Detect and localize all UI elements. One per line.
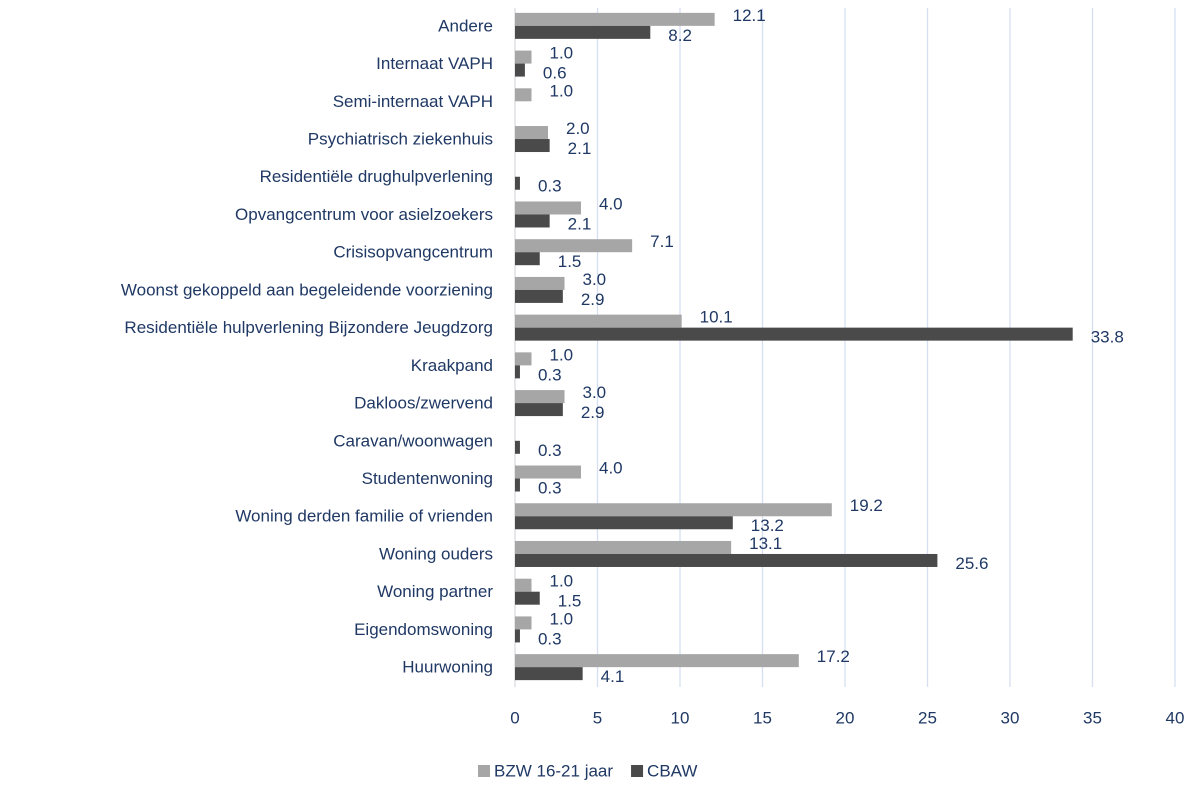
value-label: 3.0 bbox=[583, 383, 607, 402]
y-tick-label: Woning ouders bbox=[379, 544, 493, 563]
y-tick-label: Internaat VAPH bbox=[376, 54, 493, 73]
y-tick-label: Semi-internaat VAPH bbox=[333, 92, 493, 111]
value-label: 1.0 bbox=[550, 609, 574, 628]
x-tick-label: 20 bbox=[836, 708, 855, 727]
bar bbox=[515, 352, 532, 366]
value-label: 2.9 bbox=[581, 403, 605, 422]
y-tick-label: Caravan/woonwagen bbox=[333, 431, 493, 450]
bar bbox=[515, 314, 682, 328]
bar bbox=[515, 390, 565, 404]
value-label: 12.1 bbox=[733, 6, 766, 25]
value-label: 8.2 bbox=[668, 26, 692, 45]
value-label: 0.3 bbox=[538, 629, 562, 648]
legend-label: BZW 16-21 jaar bbox=[494, 761, 613, 780]
bar bbox=[515, 365, 520, 379]
x-tick-label: 35 bbox=[1083, 708, 1102, 727]
bar bbox=[515, 516, 733, 530]
legend-label: CBAW bbox=[647, 761, 697, 780]
y-tick-label: Woning derden familie of vrienden bbox=[235, 507, 493, 526]
value-label: 3.0 bbox=[583, 270, 607, 289]
bar bbox=[515, 440, 520, 454]
y-tick-label: Woonst gekoppeld aan begeleidende voorzi… bbox=[121, 280, 493, 299]
value-label: 4.1 bbox=[601, 667, 625, 686]
bar bbox=[515, 50, 532, 64]
bar bbox=[515, 12, 715, 26]
bar bbox=[515, 25, 651, 39]
x-tick-label: 40 bbox=[1166, 708, 1185, 727]
value-label: 2.9 bbox=[581, 290, 605, 309]
bar bbox=[515, 478, 520, 492]
bar bbox=[515, 63, 525, 77]
legend-swatch bbox=[631, 765, 644, 777]
value-label: 1.5 bbox=[558, 252, 582, 271]
value-label: 4.0 bbox=[599, 194, 623, 213]
value-label: 19.2 bbox=[850, 496, 883, 515]
y-tick-label: Eigendomswoning bbox=[354, 620, 493, 639]
bar bbox=[515, 616, 532, 630]
x-tick-label: 0 bbox=[510, 708, 519, 727]
bar bbox=[515, 503, 832, 517]
y-tick-label: Huurwoning bbox=[402, 658, 493, 677]
bar bbox=[515, 629, 520, 643]
y-tick-label: Psychiatrisch ziekenhuis bbox=[308, 130, 493, 149]
bar bbox=[515, 327, 1073, 341]
x-tick-label: 25 bbox=[918, 708, 937, 727]
value-label: 1.0 bbox=[550, 345, 574, 364]
value-label: 17.2 bbox=[817, 647, 850, 666]
value-label: 0.3 bbox=[538, 365, 562, 384]
x-tick-label: 15 bbox=[753, 708, 772, 727]
y-tick-label: Dakloos/zwervend bbox=[354, 394, 493, 413]
y-tick-label: Residentiële drughulpverlening bbox=[260, 167, 493, 186]
bar bbox=[515, 88, 532, 102]
value-label: 0.3 bbox=[538, 177, 562, 196]
value-label: 2.1 bbox=[568, 214, 592, 233]
value-label: 2.1 bbox=[568, 139, 592, 158]
bar bbox=[515, 654, 799, 668]
bar bbox=[515, 667, 583, 681]
y-tick-label: Studentenwoning bbox=[362, 469, 493, 488]
y-tick-label: Crisisopvangcentrum bbox=[333, 243, 493, 262]
bar bbox=[515, 540, 732, 554]
y-tick-label: Opvangcentrum voor asielzoekers bbox=[235, 205, 493, 224]
bar bbox=[515, 176, 520, 190]
legend-swatch bbox=[478, 765, 490, 777]
y-tick-label: Woning partner bbox=[377, 582, 493, 601]
y-tick-label: Residentiële hulpverlening Bijzondere Je… bbox=[124, 318, 493, 337]
bar bbox=[515, 403, 563, 417]
bar bbox=[515, 239, 633, 253]
y-tick-label: Andere bbox=[438, 16, 493, 35]
bar bbox=[515, 201, 581, 215]
x-tick-label: 10 bbox=[671, 708, 690, 727]
bar bbox=[515, 465, 581, 479]
bar bbox=[515, 139, 550, 153]
bar bbox=[515, 289, 563, 303]
value-label: 25.6 bbox=[955, 554, 988, 573]
bar bbox=[515, 276, 565, 290]
bar bbox=[515, 252, 540, 266]
value-label: 13.1 bbox=[749, 534, 782, 553]
bar bbox=[515, 578, 532, 592]
value-label: 4.0 bbox=[599, 459, 623, 478]
value-label: 10.1 bbox=[700, 308, 733, 327]
value-label: 0.3 bbox=[538, 479, 562, 498]
value-label: 13.2 bbox=[751, 516, 784, 535]
value-label: 1.5 bbox=[558, 592, 582, 611]
value-label: 1.0 bbox=[550, 81, 574, 100]
value-label: 0.6 bbox=[543, 64, 567, 83]
value-label: 33.8 bbox=[1091, 328, 1124, 347]
x-tick-label: 5 bbox=[593, 708, 602, 727]
bar bbox=[515, 126, 548, 140]
value-label: 7.1 bbox=[650, 232, 674, 251]
value-label: 1.0 bbox=[550, 572, 574, 591]
x-tick-label: 30 bbox=[1001, 708, 1020, 727]
value-label: 1.0 bbox=[550, 44, 574, 63]
value-label: 0.3 bbox=[538, 441, 562, 460]
y-tick-label: Kraakpand bbox=[411, 356, 493, 375]
bar bbox=[515, 214, 550, 228]
bar bbox=[515, 591, 540, 605]
value-label: 2.0 bbox=[566, 119, 590, 138]
bar bbox=[515, 553, 938, 567]
